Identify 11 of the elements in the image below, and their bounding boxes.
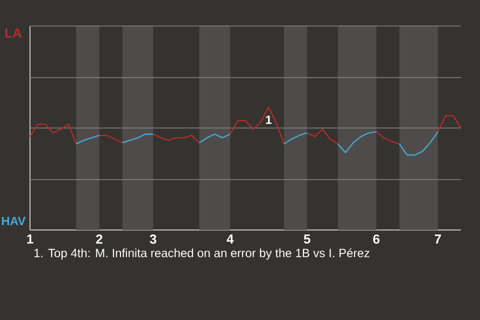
text: LA [5, 28, 22, 38]
x-tick-label: 7 [434, 234, 441, 244]
x-tick-label: 3 [150, 234, 156, 244]
annotation: 1 [266, 116, 272, 124]
x-tick-label: 5 [304, 234, 310, 244]
text: HAV [2, 216, 26, 226]
x-tick-label: 1 [27, 234, 34, 244]
x-tick-label: 4 [226, 234, 234, 244]
x-tick-label: 6 [373, 234, 380, 244]
text: 1. Top 4th: M. Infinita reached on an error by the 1B vs I. Pérez [34, 248, 370, 260]
x-tick-label: 2 [96, 234, 102, 244]
